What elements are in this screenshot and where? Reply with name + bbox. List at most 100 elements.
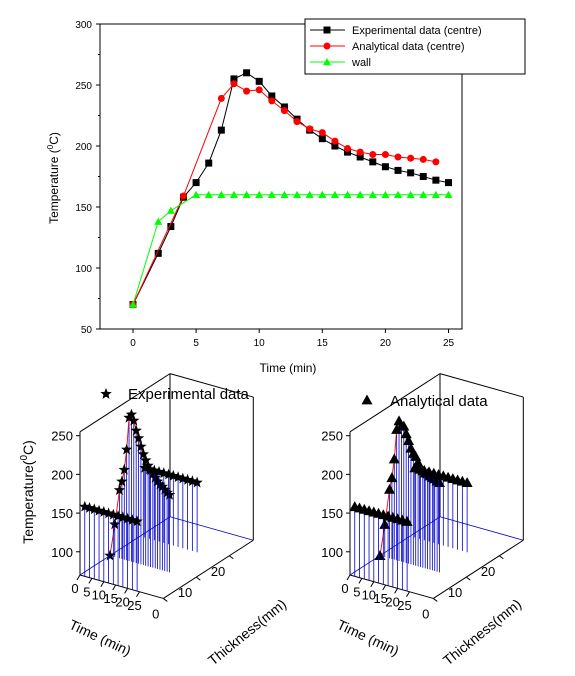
- x-tick: [136, 591, 140, 598]
- experimental-x-axis-label: Time (min): [67, 616, 134, 659]
- x-tick-label: 20: [385, 594, 399, 609]
- z-tick-label: 250: [321, 429, 343, 444]
- series-0-point: [356, 153, 364, 161]
- y-tick: [196, 576, 201, 581]
- y-tick-label: 0: [422, 606, 429, 621]
- experimental-legend-label: Experimental data: [128, 386, 250, 403]
- x-tick: [370, 581, 375, 587]
- x-tick-label: 0: [341, 581, 348, 596]
- x-tick-label: 0: [71, 581, 78, 596]
- series-0-point: [268, 92, 276, 100]
- series-1-point: [381, 151, 389, 159]
- frame-edge: [163, 539, 254, 599]
- x-tick: [112, 584, 117, 591]
- analytical-3d-data: [349, 415, 473, 592]
- frame-edge: [433, 539, 524, 599]
- curve-2-point: [191, 476, 203, 488]
- analytical-legend-label: Analytical data: [390, 393, 488, 410]
- curve-0-point: [137, 448, 149, 460]
- experimental-3d-frame: [79, 373, 254, 599]
- series-2-point: [280, 190, 289, 198]
- curve-0-point: [374, 550, 386, 560]
- curve-1-point: [93, 504, 105, 516]
- star-marker-icon: [100, 388, 112, 399]
- series-2-point: [419, 190, 428, 198]
- series-0-point: [369, 158, 377, 166]
- series-2-point: [154, 217, 163, 225]
- analytical-legend: Analytical data: [361, 393, 488, 410]
- frame-floor-edge: [349, 516, 441, 576]
- series-0-point: [154, 249, 162, 257]
- series-0-point: [344, 148, 352, 156]
- x-tick-label: 10: [254, 338, 266, 349]
- x-tick-label: 20: [115, 594, 129, 609]
- series-1-point: [331, 137, 339, 145]
- series-2-point: [242, 190, 251, 198]
- curve-0-point: [403, 435, 415, 445]
- series-1-point: [179, 192, 187, 200]
- y-tick-label: 20: [481, 564, 495, 579]
- y-tick-label: 0: [152, 606, 159, 621]
- curve-0-point: [113, 484, 126, 495]
- y-tick-label: 50: [81, 325, 93, 336]
- y-tick-label: 100: [75, 264, 92, 275]
- x-tick-label: 20: [380, 338, 392, 349]
- curve-2-point: [177, 472, 189, 484]
- curve-1-point: [102, 507, 115, 519]
- curve-0-point: [398, 420, 410, 431]
- x-tick: [406, 591, 410, 598]
- curve-2-point: [181, 473, 194, 485]
- y-tick-label: 20: [211, 564, 225, 579]
- x-tick-label: 10: [92, 588, 106, 603]
- curve-0-point: [149, 471, 161, 483]
- top-series-group: [129, 69, 453, 309]
- series-1-point: [243, 87, 251, 95]
- legend-label: Experimental data (centre): [352, 25, 482, 37]
- curve-0-point: [161, 486, 173, 498]
- series-1-point: [394, 153, 402, 161]
- series-2-point: [394, 190, 403, 198]
- curve-2-point: [162, 468, 175, 480]
- curve-1-point: [107, 508, 119, 520]
- series-1-point: [318, 129, 326, 137]
- series-2-point: [368, 190, 377, 198]
- x-tick: [124, 588, 129, 594]
- y-tick-label: 150: [75, 203, 92, 214]
- series-2-point: [192, 190, 201, 198]
- curve-0-point: [118, 463, 130, 475]
- series-1-point: [432, 158, 440, 166]
- series-0-point: [217, 126, 225, 134]
- series-0-point: [381, 163, 389, 171]
- series-0-point: [419, 173, 427, 180]
- series-0-point: [318, 135, 326, 143]
- curve-0-point: [434, 477, 445, 487]
- x-tick-label: 25: [443, 338, 455, 349]
- experimental-legend: Experimental data: [100, 386, 250, 403]
- x-tick-label: 15: [103, 591, 117, 606]
- series-2-point: [129, 300, 137, 308]
- series-line-0: [132, 72, 449, 305]
- series-2-point: [229, 190, 238, 198]
- experimental-y-axis-label: Thickness(mm): [205, 596, 289, 669]
- series-1-point: [369, 151, 377, 159]
- curve-2-point: [158, 467, 170, 479]
- y-tick-label: 300: [75, 20, 92, 31]
- analytical-x-axis-label: Time (min): [335, 616, 402, 659]
- legend-marker: [323, 42, 331, 50]
- series-0-point: [407, 169, 415, 177]
- curve-2-point: [139, 461, 151, 473]
- curve-0-point: [154, 478, 166, 490]
- x-tick-label: 25: [397, 598, 411, 613]
- series-2-point: [318, 190, 327, 198]
- triangle-marker-icon: [361, 394, 373, 405]
- x-tick-label: 5: [83, 584, 90, 599]
- series-0-point: [192, 179, 200, 187]
- z-tick-label: 150: [321, 506, 343, 521]
- analytical-3d-frame: [349, 373, 524, 599]
- x-tick-label: 5: [193, 338, 199, 349]
- experimental-3d-data: [79, 408, 203, 592]
- series-1-point: [407, 154, 415, 162]
- series-1-point: [293, 118, 301, 126]
